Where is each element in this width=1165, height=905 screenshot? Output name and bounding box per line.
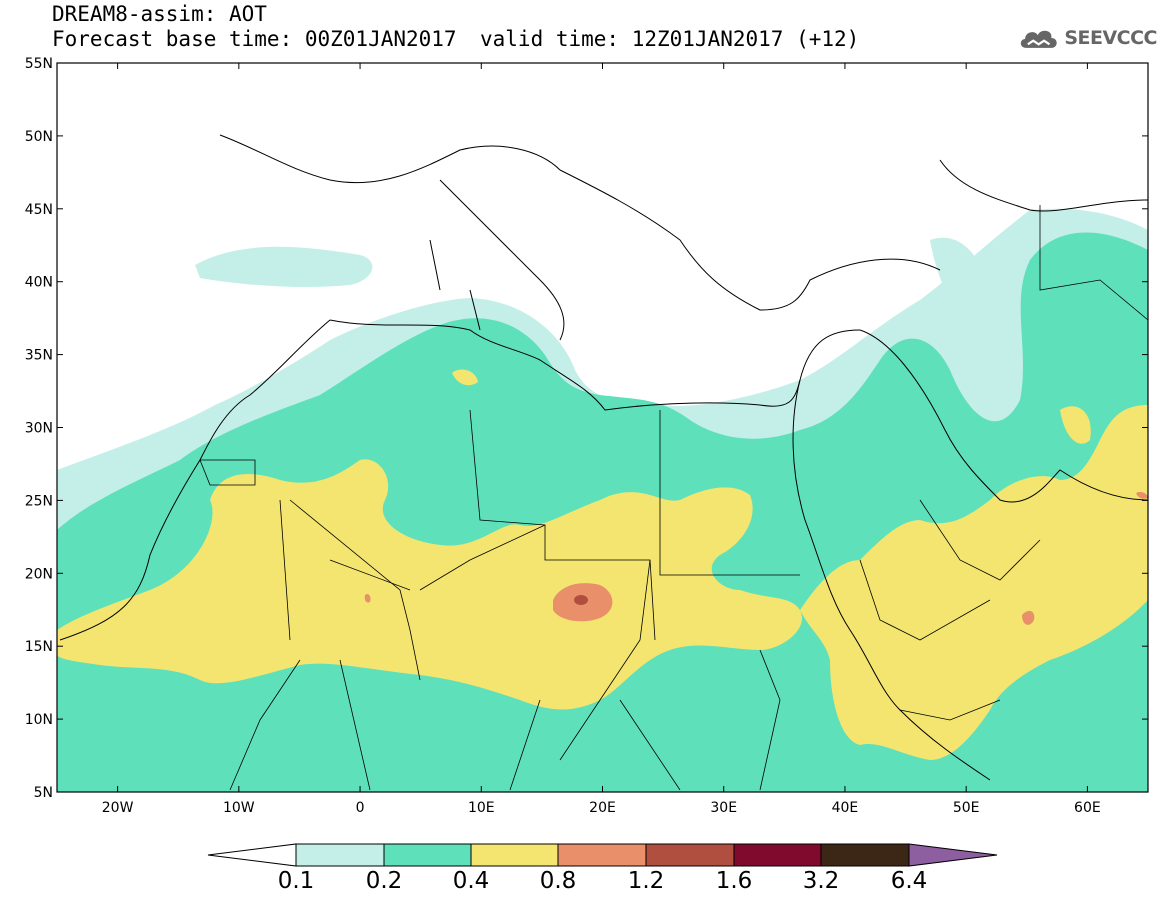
colorbar-label: 0.8 xyxy=(539,868,577,894)
aot-band-0.1 xyxy=(930,237,994,331)
lon-tick-label: 40E xyxy=(832,800,859,816)
lat-tick-label: 35N xyxy=(25,348,53,364)
aot-band-0.4 xyxy=(800,405,1148,760)
lat-tick-label: 15N xyxy=(25,639,53,655)
lon-tick-label: 60E xyxy=(1074,800,1101,816)
lat-tick-label: 55N xyxy=(25,56,53,72)
colorbar-label: 1.6 xyxy=(715,868,753,894)
colorbar-label: 6.4 xyxy=(890,868,928,894)
lon-tick-label: 50E xyxy=(953,800,980,816)
valid-time: valid time: 12Z01JAN2017 (+12) xyxy=(480,27,860,51)
aot-map: 55N 50N 45N 40N 35N 30N 25N 20N 15N 10N 5N 20W 10W 0… xyxy=(25,56,1149,816)
longitude-axis: 20W 10W 0 10E 20E 30E 40E 50E 60E xyxy=(102,63,1101,816)
forecast-base-time: Forecast base time: 00Z01JAN2017 xyxy=(52,27,457,51)
lon-tick-label: 20W xyxy=(102,800,134,816)
colorbar-label: 3.2 xyxy=(802,868,840,894)
aot-band-0.8 xyxy=(1136,491,1148,499)
lat-tick-label: 25N xyxy=(25,493,53,509)
lat-tick-label: 5N xyxy=(34,785,53,801)
latitude-axis: 55N 50N 45N 40N 35N 30N 25N 20N 15N 10N 5N xyxy=(25,56,1148,801)
aot-band-0.8 xyxy=(364,593,371,603)
lat-tick-label: 40N xyxy=(25,275,53,291)
lon-tick-label: 10E xyxy=(468,800,495,816)
seevccc-logo: SEEVCCC xyxy=(1017,22,1157,54)
lat-tick-label: 45N xyxy=(25,202,53,218)
lat-tick-label: 50N xyxy=(25,129,53,145)
lon-tick-label: 0 xyxy=(356,800,365,816)
lat-tick-label: 10N xyxy=(25,712,53,728)
map-title: DREAM8-assim: AOT xyxy=(52,2,267,26)
aot-band-1.2 xyxy=(574,595,588,605)
lon-tick-label: 10W xyxy=(223,800,255,816)
lon-tick-label: 30E xyxy=(710,800,737,816)
colorbar-label: 1.2 xyxy=(627,868,665,894)
country-borders xyxy=(199,205,1148,791)
colorbar-label: 0.4 xyxy=(452,868,490,894)
lon-tick-label: 20E xyxy=(589,800,616,816)
colorbar-label: 0.2 xyxy=(365,868,403,894)
lat-tick-label: 30N xyxy=(25,421,53,437)
aot-band-0.8 xyxy=(1022,610,1035,625)
aot-band-0.4 xyxy=(1060,406,1091,444)
aot-band-0.1 xyxy=(195,246,373,288)
cloud-icon xyxy=(1020,30,1057,48)
aot-band-0.4 xyxy=(452,369,478,386)
lat-tick-label: 20N xyxy=(25,566,53,582)
colorbar-label: 0.1 xyxy=(277,868,315,894)
coastlines xyxy=(57,63,1148,792)
logo-text: SEEVCCC xyxy=(1064,27,1157,49)
